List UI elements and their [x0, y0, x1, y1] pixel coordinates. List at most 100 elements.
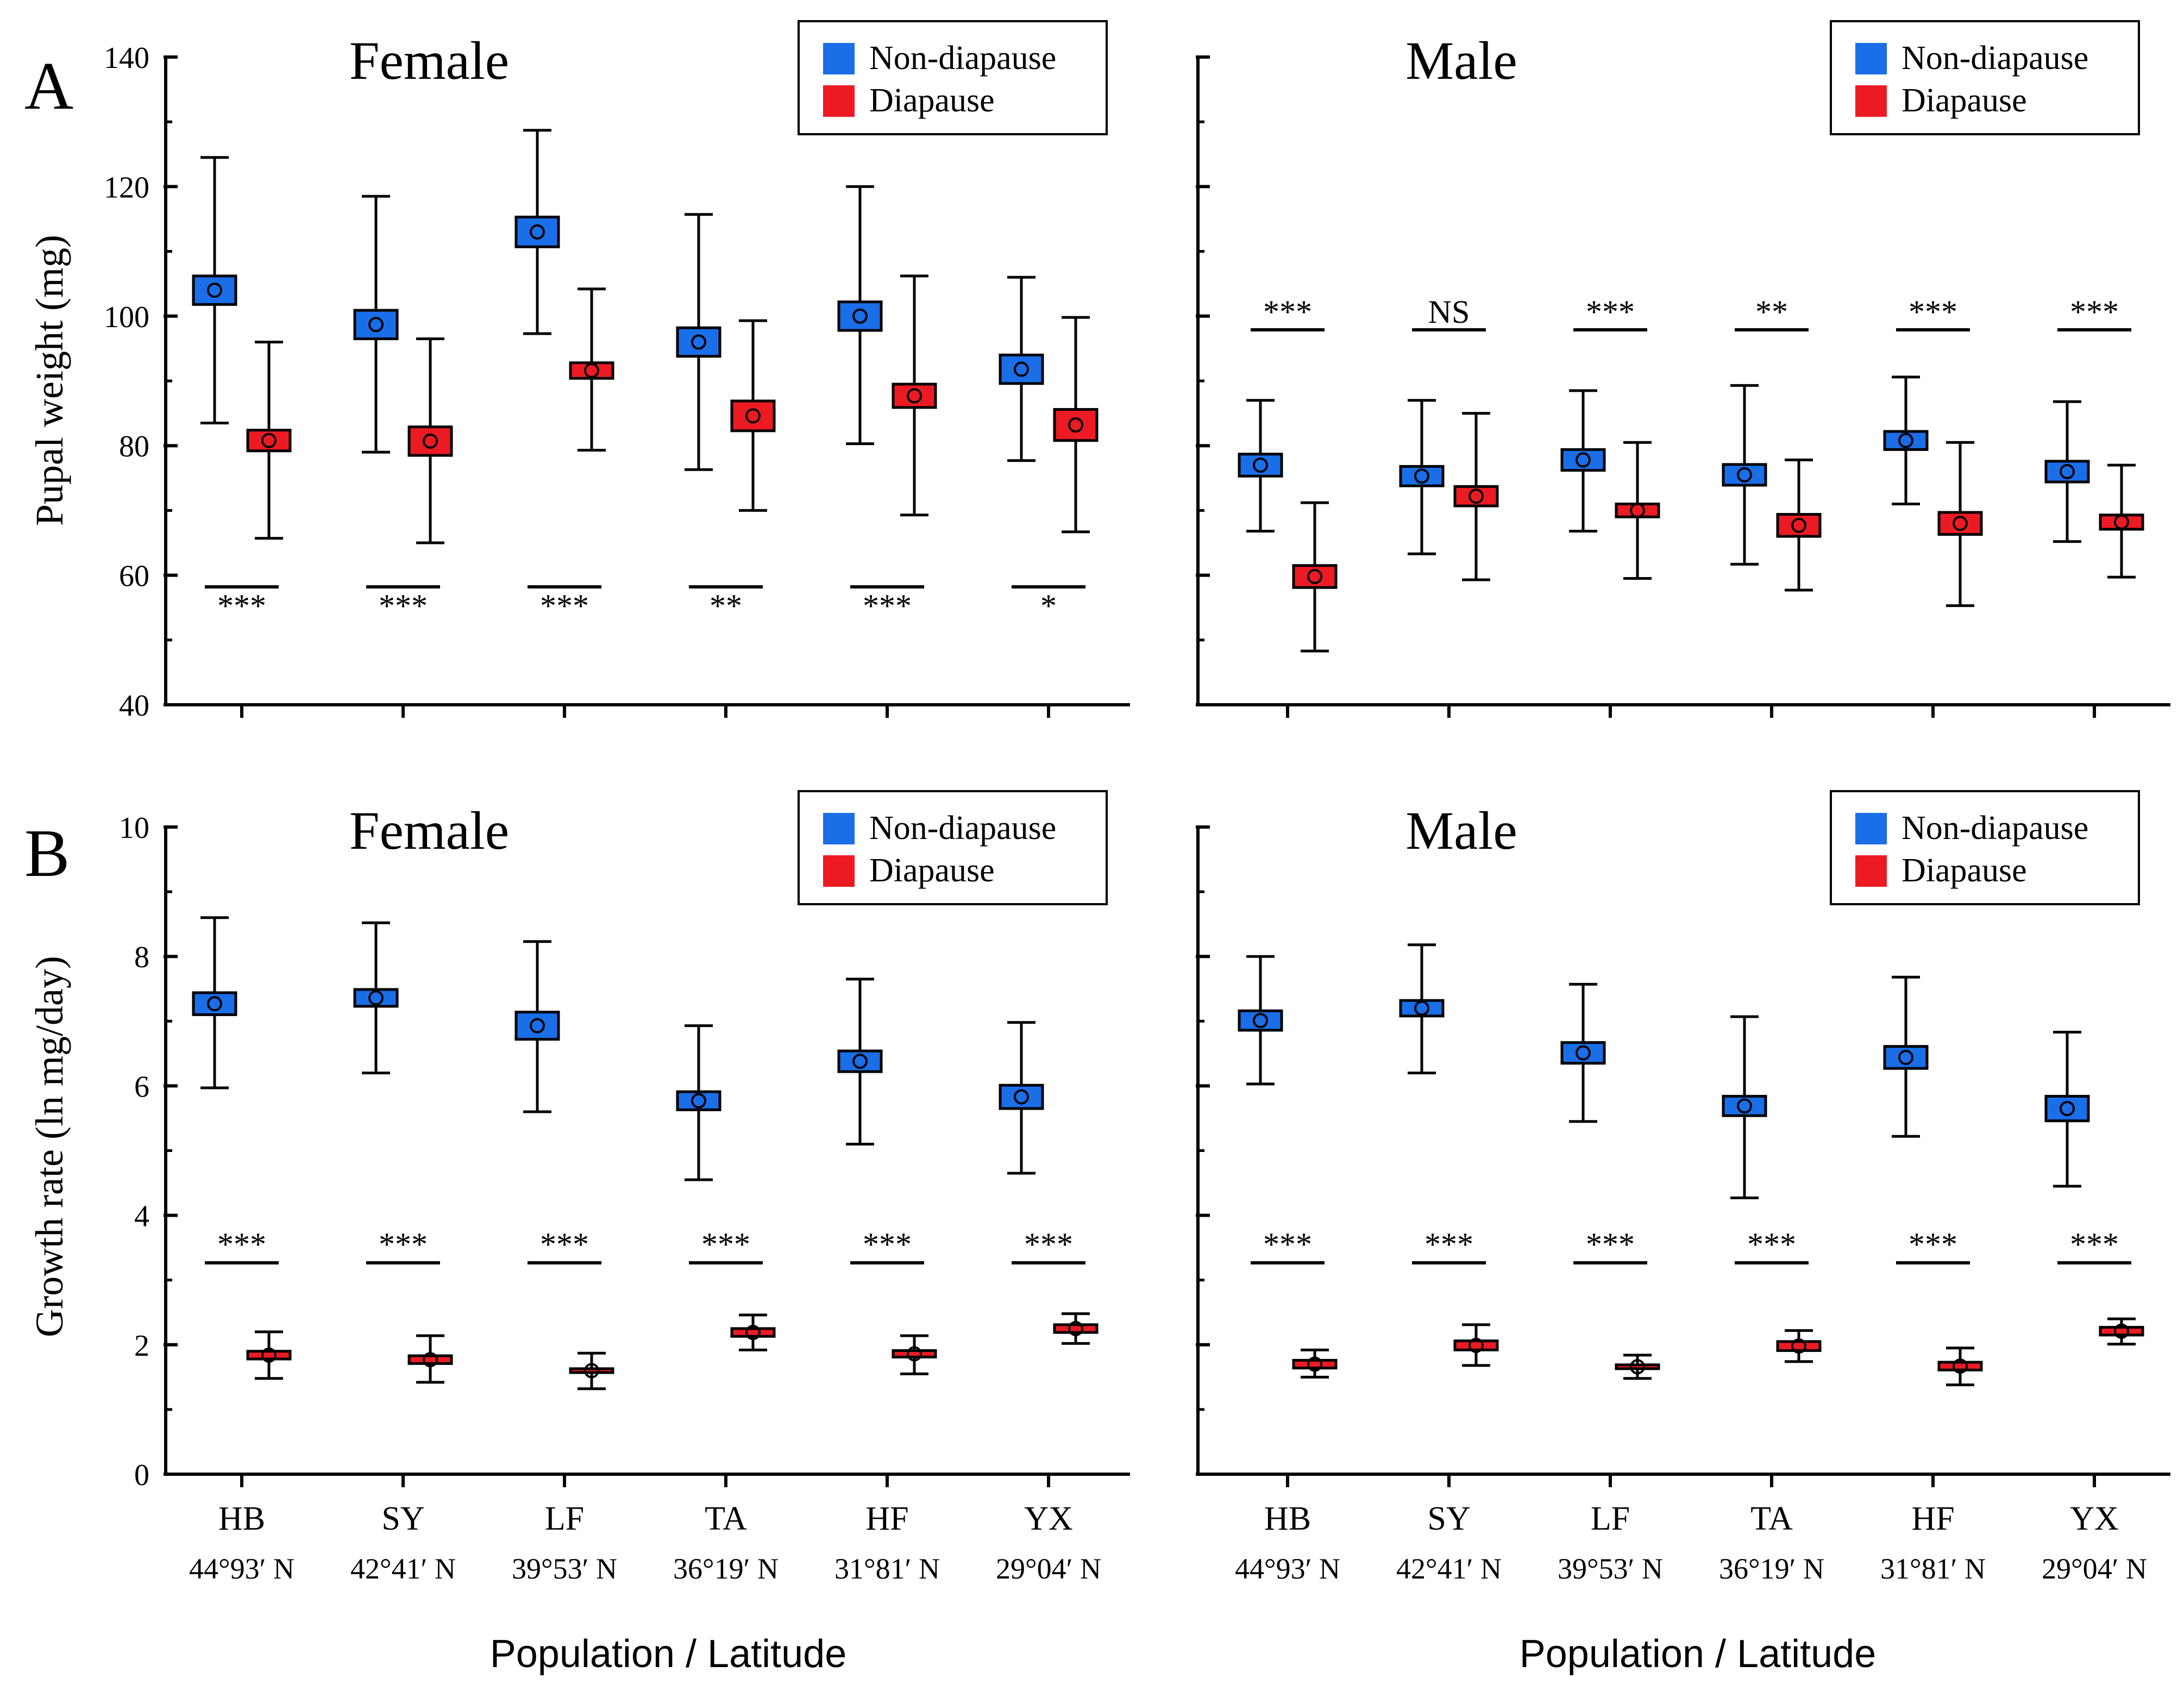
latitude-label-hb: 44°93′ N: [189, 1552, 294, 1585]
box-rect: [730, 399, 776, 433]
significance-hb: ***: [205, 1226, 279, 1264]
box-rect: [1615, 502, 1660, 518]
y-axis-title: Pupal weight (mg): [28, 235, 71, 526]
box-diapause-sy: [407, 337, 453, 544]
box-non-diapause-yx: [999, 1021, 1044, 1175]
mean-marker: [1898, 433, 1913, 448]
y-tick-label: 140: [104, 41, 149, 75]
chart-panel-B-female: 0 2 4 6 8 10 HB 44°93′ N SY 42°41′ N LF 39°53′ N TA 3…: [28, 790, 1130, 1585]
box-rect: [676, 326, 721, 358]
mean-marker: [584, 362, 599, 378]
y-tick-label: 4: [134, 1200, 149, 1233]
box-rect: [1453, 1339, 1499, 1351]
significance-ta: ***: [689, 1226, 763, 1264]
latitude-label-yx: 29°04′ N: [996, 1552, 1101, 1585]
legend-swatch-non-diapause: [1855, 43, 1887, 74]
y-tick-label: 80: [119, 430, 149, 464]
legend-swatch-diapause: [823, 855, 855, 887]
x-tick-label-hb: HB: [1264, 1500, 1311, 1537]
box-rect: [892, 1349, 937, 1358]
box-rect: [1292, 564, 1338, 589]
box-rect: [2099, 513, 2144, 531]
significance-yx: ***: [1012, 1226, 1085, 1264]
significance-hf: ***: [850, 585, 924, 624]
box-rect: [569, 1367, 614, 1374]
legend-label-non-diapause: Non-diapause: [1901, 810, 2088, 847]
mean-marker: [2060, 1101, 2075, 1117]
latitude-label-hf: 31°81′ N: [1880, 1552, 1986, 1585]
mean-marker: [691, 1093, 706, 1108]
mean-marker: [1576, 1045, 1591, 1061]
box-rect: [192, 991, 237, 1016]
box-non-diapause-lf: [514, 129, 560, 335]
significance-lf: ***: [528, 1226, 601, 1264]
mean-marker: [1253, 1013, 1268, 1029]
significance-label: ***: [379, 588, 428, 624]
legend-label-diapause: Diapause: [1901, 852, 2027, 889]
box-rect: [837, 300, 883, 332]
mean-marker: [423, 433, 438, 449]
mean-marker: [2060, 464, 2075, 479]
significance-sy: ***: [1412, 1226, 1486, 1264]
legend: Non-diapause Diapause: [798, 20, 1108, 135]
y-tick-label: 0: [134, 1458, 149, 1492]
significance-label: **: [1755, 294, 1788, 330]
mean-marker: [368, 990, 384, 1006]
significance-label: ***: [863, 1226, 912, 1262]
box-non-diapause-ta: [676, 1024, 721, 1181]
box-rect: [1615, 1363, 1660, 1370]
mean-marker: [1414, 468, 1429, 484]
box-diapause-yx: [2099, 1317, 2144, 1346]
legend-label-diapause: Diapause: [1901, 82, 2027, 119]
x-tick-label-hf: HF: [1911, 1500, 1954, 1537]
y-tick-label: 8: [134, 941, 149, 974]
chart-panel-A-female: 40 60 80 100 120 140 Pupal weight (mg) Female No…: [28, 20, 1130, 723]
box-diapause-sy: [1453, 412, 1499, 581]
significance-label: ***: [1024, 1226, 1073, 1262]
significance-hb: ***: [1251, 1226, 1325, 1264]
significance-ta: **: [1735, 294, 1809, 331]
significance-label: ***: [1909, 294, 1957, 330]
box-non-diapause-ta: [1722, 1015, 1767, 1199]
x-tick-label-hb: HB: [218, 1500, 265, 1537]
significance-label: ***: [217, 1226, 266, 1262]
box-rect: [246, 1350, 292, 1361]
legend-swatch-non-diapause: [823, 813, 855, 844]
significance-label: ***: [1909, 1226, 1957, 1262]
mean-marker: [207, 996, 222, 1012]
y-tick-label: 120: [104, 171, 149, 204]
significance-label: ***: [1586, 1226, 1635, 1262]
significance-label: ***: [2070, 294, 2119, 330]
x-tick-label-sy: SY: [1427, 1500, 1470, 1537]
mean-marker: [1468, 1337, 1484, 1353]
legend-swatch-diapause: [823, 85, 855, 117]
chart-panel-B-male: HB 44°93′ N SY 42°41′ N LF 39°53′ N TA 36°19′ N…: [1196, 790, 2170, 1585]
mean-marker: [907, 1346, 922, 1362]
box-diapause-lf: [1615, 441, 1660, 580]
latitude-label-sy: 42°41′ N: [350, 1552, 456, 1585]
significance-hb: ***: [205, 585, 279, 624]
panel-title: Male: [1405, 30, 1517, 91]
mean-marker: [745, 1325, 761, 1341]
legend-swatch-non-diapause: [823, 43, 855, 74]
x-tick-label-yx: YX: [1024, 1500, 1073, 1537]
legend: Non-diapause Diapause: [1830, 790, 2140, 905]
latitude-label-yx: 29°04′ N: [2042, 1552, 2147, 1585]
x-tick-label-yx: YX: [2070, 1500, 2119, 1537]
panel-title: Female: [349, 800, 509, 861]
box-rect: [1053, 408, 1099, 442]
mean-marker: [2114, 514, 2129, 530]
mean-marker: [1953, 516, 1968, 531]
box-rect: [407, 425, 453, 457]
significance-yx: *: [1012, 585, 1085, 624]
box-rect: [1238, 1009, 1283, 1032]
box-rect: [1883, 1045, 1929, 1070]
box-non-diapause-hf: [837, 185, 883, 446]
box-diapause-hf: [892, 274, 937, 517]
box-non-diapause-hf: [1883, 975, 1929, 1138]
significance-label: *: [1040, 588, 1057, 624]
legend-label-non-diapause: Non-diapause: [869, 40, 1056, 77]
box-non-diapause-yx: [999, 275, 1044, 462]
x-axis-title-left: Population / Latitude: [490, 1632, 847, 1676]
